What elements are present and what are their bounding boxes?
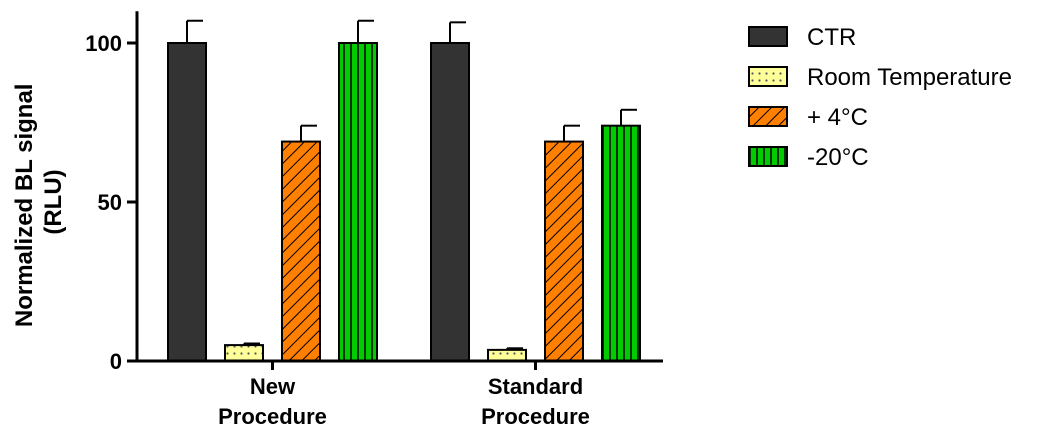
legend-label: -20°C: [807, 144, 869, 171]
bar: [224, 344, 264, 363]
y-axis-label-line-1: Normalized BL signal: [11, 84, 38, 328]
legend-swatch: [748, 146, 788, 167]
legend-swatch: [748, 106, 788, 127]
bar: [167, 42, 207, 362]
x-tick-label-line: Standard: [488, 374, 583, 399]
legend-label: + 4°C: [807, 104, 868, 131]
x-tick-label-line: Procedure: [218, 404, 327, 429]
y-axis-label: Normalized BL signal (RLU): [11, 77, 67, 327]
legend-swatch: [748, 66, 788, 87]
y-tick-label: 50: [98, 190, 122, 215]
y-tick-label: 100: [85, 31, 122, 56]
y-axis-label-line-2: (RLU): [40, 169, 67, 234]
bar: [430, 42, 470, 362]
legend: CTR Room Temperature + 4°C -20°C: [748, 24, 1012, 171]
bar: [338, 42, 378, 362]
x-tick-label-line: Procedure: [481, 404, 590, 429]
x-tick-label: New Procedure: [218, 374, 327, 429]
legend-label: Room Temperature: [807, 64, 1012, 91]
bars: [167, 19, 641, 363]
x-tick-label: Standard Procedure: [481, 374, 590, 429]
bar: [544, 140, 584, 362]
bar: [281, 140, 321, 362]
x-axis: New Procedure Standard Procedure: [135, 359, 663, 429]
bar: [487, 348, 527, 362]
legend-label: CTR: [807, 24, 856, 51]
y-tick-label: 0: [110, 349, 122, 374]
bar: [601, 124, 641, 363]
y-axis: 0 50 100: [85, 11, 139, 374]
x-tick-label-line: New: [250, 374, 296, 399]
legend-swatch: [748, 26, 788, 47]
